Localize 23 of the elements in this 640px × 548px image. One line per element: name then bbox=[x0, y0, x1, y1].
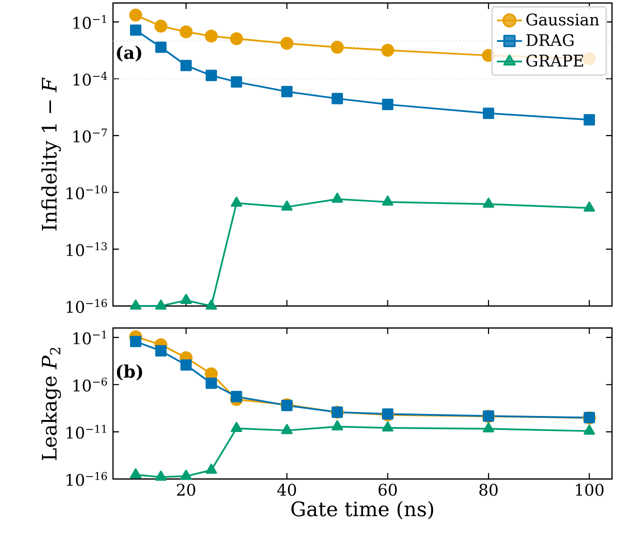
annotation: (b) bbox=[116, 364, 142, 380]
y-tick-label: 10$^{−13}$ bbox=[66, 242, 107, 256]
y-tick-label: 10$^{−6}$ bbox=[73, 378, 107, 392]
y-tick-label: 10$^{−4}$ bbox=[73, 72, 108, 86]
y-tick-label: 10$^{−16}$ bbox=[66, 472, 107, 486]
x-tick-label: 100 bbox=[576, 484, 604, 496]
annotation: (a) bbox=[116, 46, 142, 62]
y-tick-label: 10$^{−1}$ bbox=[73, 14, 106, 29]
y-tick-label: 10$^{−16}$ bbox=[66, 299, 107, 313]
y-tick-label: 10$^{−7}$ bbox=[73, 128, 107, 142]
y-axis-title: Leakage P$_{2}$ bbox=[41, 348, 61, 460]
y-axis-title: Infidelity 1 − F bbox=[41, 78, 61, 230]
legend-label: DRAG bbox=[526, 34, 574, 46]
y-tick-label: 10$^{−11}$ bbox=[66, 424, 106, 439]
y-tick-label: 10$^{−10}$ bbox=[66, 185, 107, 200]
x-axis-title: Gate time (ns) bbox=[291, 500, 434, 520]
legend-label: GRAPE bbox=[526, 54, 584, 67]
x-tick-label: 80 bbox=[479, 484, 498, 496]
y-tick-label: 10$^{−1}$ bbox=[73, 330, 106, 344]
x-tick-label: 40 bbox=[277, 484, 296, 496]
x-tick-label: 20 bbox=[176, 484, 196, 496]
x-tick-label: 60 bbox=[378, 484, 397, 496]
legend-label: Gaussian bbox=[526, 13, 600, 26]
